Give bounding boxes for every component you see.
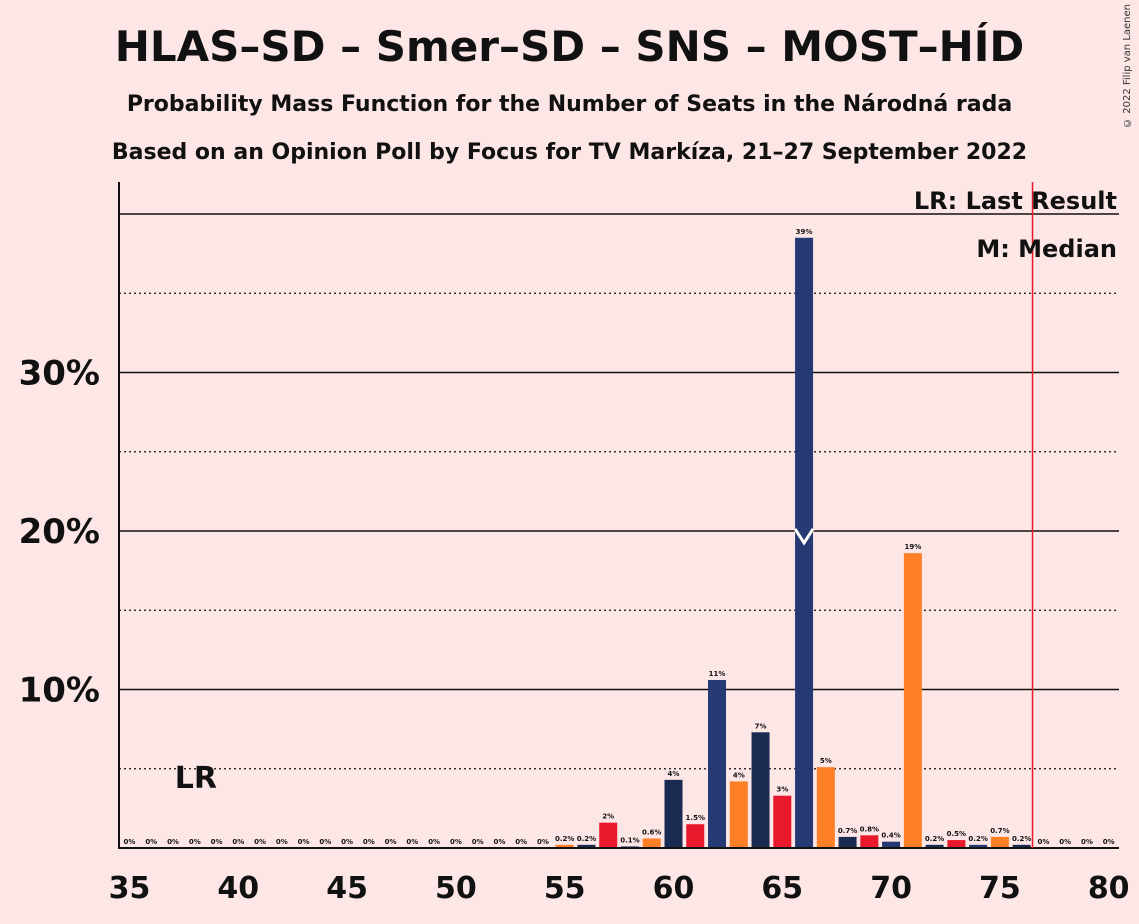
overlay-group: LR: [175, 182, 1034, 848]
bar-label-seat-47: 0%: [385, 838, 397, 846]
axes-group: 10% 20% 30% 35 40 45 50 55 60 65 70 75 80: [19, 182, 1130, 906]
bar-label-seat-39: 0%: [211, 838, 223, 846]
bar-label-seat-78: 0%: [1059, 838, 1071, 846]
bar-seat-72: [925, 844, 944, 848]
bar-label-seat-60: 4%: [668, 770, 680, 778]
x-tick-label: 35: [109, 871, 151, 906]
bar-seat-74: [969, 844, 988, 848]
bar-label-seat-53: 0%: [515, 838, 527, 846]
bar-label-seat-75: 0.7%: [990, 827, 1009, 835]
bar-label-seat-35: 0%: [124, 838, 136, 846]
bar-label-seat-57: 2%: [602, 813, 614, 821]
bar-label-seat-41: 0%: [254, 838, 266, 846]
bar-seat-57: [599, 822, 618, 848]
bar-label-seat-56: 0.2%: [577, 835, 596, 843]
bar-label-seat-46: 0%: [363, 838, 375, 846]
bar-seat-71: [903, 553, 922, 848]
x-tick-label: 60: [653, 871, 695, 906]
bar-label-seat-37: 0%: [167, 838, 179, 846]
bar-seat-73: [947, 840, 966, 848]
bar-label-seat-69: 0.8%: [860, 825, 879, 833]
bar-label-seat-45: 0%: [341, 838, 353, 846]
x-tick-label: 55: [544, 871, 586, 906]
x-tick-label: 65: [761, 871, 803, 906]
bar-label-seat-62: 11%: [709, 670, 726, 678]
bar-label-seat-55: 0.2%: [555, 835, 574, 843]
bar-label-seat-44: 0%: [319, 838, 331, 846]
bar-seat-76: [1012, 844, 1031, 848]
bar-seat-59: [642, 838, 661, 848]
bar-label-seat-42: 0%: [276, 838, 288, 846]
bar-label-seat-71: 19%: [904, 543, 921, 551]
y-tick-label: 10%: [19, 671, 100, 711]
bar-label-seat-52: 0%: [493, 838, 505, 846]
bar-seat-68: [838, 836, 857, 848]
bar-seat-55: [555, 844, 574, 848]
bar-label-seat-68: 0.7%: [838, 827, 857, 835]
x-tick-label: 45: [326, 871, 368, 906]
median-marker: [793, 528, 815, 546]
x-tick-label: 75: [979, 871, 1021, 906]
bar-label-seat-40: 0%: [232, 838, 244, 846]
chart-source: Based on an Opinion Poll by Focus for TV…: [111, 140, 1028, 165]
bar-label-seat-59: 0.6%: [642, 828, 661, 836]
chart-subtitle: Probability Mass Function for the Number…: [126, 92, 1013, 117]
bar-label-seat-66: 39%: [796, 228, 813, 236]
bar-label-seat-65: 3%: [776, 786, 788, 794]
legend-median: M: Median: [976, 235, 1117, 263]
bar-seat-63: [729, 781, 748, 848]
y-tick-label: 20%: [19, 512, 100, 552]
bar-seat-67: [816, 767, 835, 848]
bar-label-seat-76: 0.2%: [1012, 835, 1031, 843]
bar-label-seat-80: 0%: [1103, 838, 1115, 846]
bar-label-seat-70: 0.4%: [881, 832, 900, 840]
grid-lines: [119, 213, 1119, 770]
bar-seat-60: [664, 779, 683, 848]
bar-seat-70: [882, 841, 901, 848]
bar-label-seat-64: 7%: [755, 722, 767, 730]
bar-label-seat-63: 4%: [733, 771, 745, 779]
x-tick-label: 50: [435, 871, 477, 906]
bar-seat-62: [708, 679, 727, 848]
bar-label-seat-43: 0%: [298, 838, 310, 846]
legend-last-result: LR: Last Result: [914, 187, 1117, 215]
chart-title: HLAS–SD – Smer–SD – SNS – MOST–HÍD: [114, 22, 1025, 71]
bar-label-seat-77: 0%: [1037, 838, 1049, 846]
bar-label-seat-48: 0%: [406, 838, 418, 846]
bar-seat-56: [577, 844, 596, 848]
x-tick-label: 80: [1088, 871, 1130, 906]
bar-label-seat-74: 0.2%: [968, 835, 987, 843]
bar-label-seat-73: 0.5%: [947, 830, 966, 838]
x-tick-label: 70: [870, 871, 912, 906]
bar-label-seat-51: 0%: [472, 838, 484, 846]
bar-labels-group: 0% 0% 0% 0% 0% 0% 0% 0% 0% 0% 0% 0% 0% 0% 0% 0% 0% 0% 0% 0%…: [124, 228, 1115, 846]
y-tick-label: 30%: [19, 354, 100, 394]
bars-group: [555, 237, 1031, 848]
last-result-marker: LR: [175, 761, 217, 796]
bar-label-seat-54: 0%: [537, 838, 549, 846]
bar-seat-65: [773, 795, 792, 848]
bar-seat-61: [686, 824, 705, 848]
bar-label-seat-38: 0%: [189, 838, 201, 846]
bar-label-seat-61: 1.5%: [686, 814, 705, 822]
bar-label-seat-50: 0%: [450, 838, 462, 846]
bar-label-seat-79: 0%: [1081, 838, 1093, 846]
x-tick-label: 40: [217, 871, 259, 906]
bar-label-seat-67: 5%: [820, 757, 832, 765]
bar-label-seat-36: 0%: [145, 838, 157, 846]
bar-seat-75: [990, 836, 1009, 848]
bar-seat-64: [751, 732, 770, 848]
bar-label-seat-58: 0.1%: [620, 836, 639, 844]
bar-label-seat-49: 0%: [428, 838, 440, 846]
bar-label-seat-72: 0.2%: [925, 835, 944, 843]
bar-seat-69: [860, 835, 879, 848]
